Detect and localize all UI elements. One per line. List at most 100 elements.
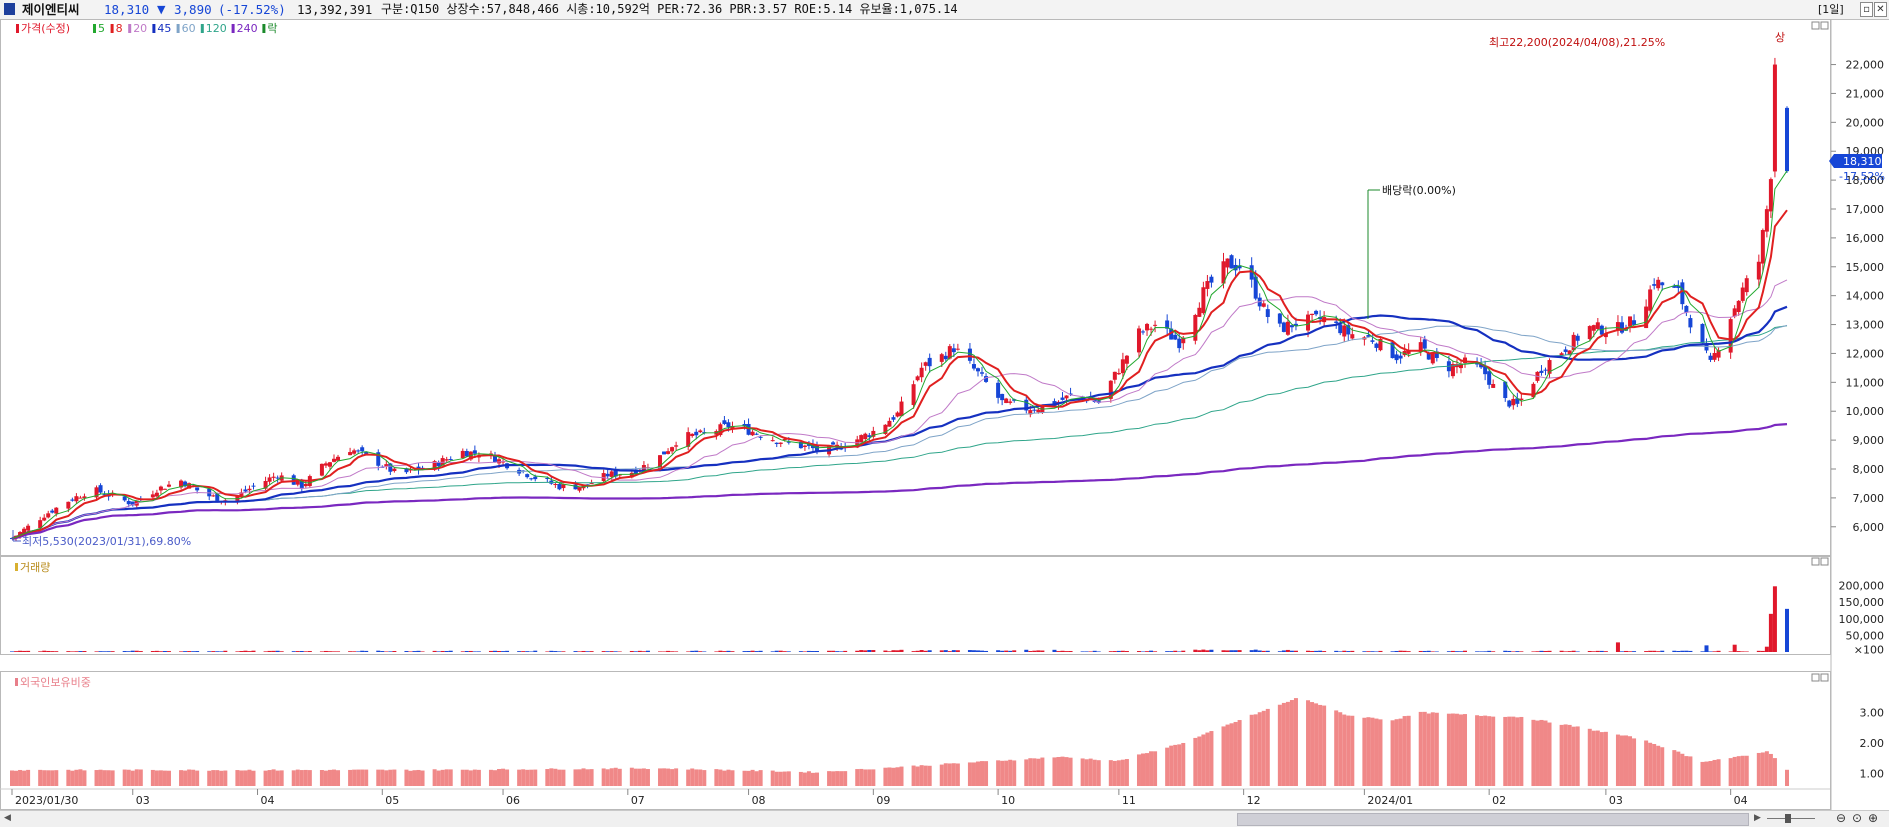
restore-icon[interactable]: ▫: [1860, 2, 1873, 17]
volume-bar: [521, 651, 525, 652]
candle-body: [155, 493, 159, 497]
volume-panel[interactable]: [1, 557, 1831, 655]
volume-bar: [1761, 651, 1765, 652]
foreign-ratio-bar: [18, 770, 22, 786]
foreign-ratio-bar: [698, 769, 702, 786]
legend-item: 45: [157, 22, 171, 35]
volume-bar: [1491, 651, 1495, 652]
foreign-ratio-bar: [686, 770, 690, 786]
foreign-ratio-bar: [1628, 736, 1632, 786]
candle-body: [1632, 320, 1636, 325]
candle-body: [1399, 356, 1403, 359]
foreign-ratio-bar: [891, 768, 895, 786]
foreign-ratio-bar: [590, 769, 594, 786]
candle-body: [1680, 282, 1684, 304]
volume-bar: [1733, 645, 1737, 652]
volume-bar: [1507, 651, 1511, 652]
volume-bar: [1729, 651, 1733, 652]
x-tick-label: 12: [1247, 794, 1261, 807]
chart-area[interactable]: 22,00021,00020,00019,00018,00017,00016,0…: [0, 19, 1889, 810]
zoom-reset-icon[interactable]: ⊙: [1852, 811, 1862, 825]
candle-body: [1539, 371, 1543, 373]
foreign-ratio-bar: [380, 770, 384, 786]
volume-bar: [1503, 651, 1507, 652]
high-annotation: 최고22,200(2024/04/08),21.25%: [1489, 36, 1665, 49]
volume-bar: [1085, 651, 1089, 652]
y-tick-label: 8,000: [1853, 463, 1885, 476]
y-tick-label: 6,000: [1853, 521, 1885, 534]
volume-bar: [304, 651, 308, 652]
volume-bar: [1741, 651, 1745, 652]
volume-bar: [1052, 650, 1056, 652]
scroll-thumb[interactable]: [1237, 813, 1749, 826]
volume-bar: [1125, 651, 1129, 652]
volume-bar: [686, 651, 690, 652]
candle-body: [356, 450, 360, 451]
zoom-out-icon[interactable]: ⊖: [1836, 811, 1846, 825]
zoom-in-icon[interactable]: ⊕: [1868, 811, 1878, 825]
volume-bar: [1431, 651, 1435, 652]
volume-bar: [308, 651, 312, 652]
volume-bar: [489, 651, 493, 652]
foreign-ratio-bar: [348, 770, 352, 786]
volume-bar: [1149, 651, 1153, 652]
volume-bar: [82, 651, 86, 652]
horizontal-scrollbar[interactable]: ◀ ▶ ⊖ ⊙ ⊕: [0, 810, 1889, 827]
foreign-ratio-bar: [827, 771, 831, 786]
foreign-ratio-bar: [1560, 725, 1564, 786]
foreign-ratio-bar: [1451, 714, 1455, 786]
volume-bar: [1205, 650, 1209, 652]
volume-bar: [392, 651, 396, 652]
scroll-left-icon[interactable]: ◀: [2, 813, 13, 824]
candle-body: [952, 348, 956, 352]
foreign-ratio-bar: [1032, 758, 1036, 786]
volume-bar: [127, 651, 131, 652]
foreign-ratio-bar: [1089, 759, 1093, 786]
candle-body: [1004, 399, 1008, 403]
volume-bar: [66, 651, 70, 652]
candle-body: [1511, 399, 1515, 405]
volume-bar: [1012, 650, 1016, 652]
legend-item: 120: [206, 22, 227, 35]
volume-bar: [320, 651, 324, 652]
volume-bar: [211, 651, 215, 652]
candle-body: [336, 457, 340, 461]
volume-bar: [1628, 651, 1632, 652]
volume-bar: [956, 650, 960, 652]
foreign-ratio-bar: [1085, 759, 1089, 786]
candle-body: [1286, 322, 1290, 335]
foreign-ratio-bar: [642, 768, 646, 786]
volume-bar: [722, 651, 726, 652]
foreign-ratio-bar: [107, 770, 111, 786]
foreign-ratio-bar: [1310, 702, 1314, 786]
foreign-ratio-bar: [787, 771, 791, 786]
price-panel[interactable]: [1, 20, 1831, 556]
foreign-ratio-bar: [1705, 762, 1709, 786]
foreign-ratio-bar: [726, 770, 730, 786]
foreign-ratio-bar: [1519, 717, 1523, 786]
volume-bar: [726, 651, 730, 652]
foreign-ratio-bar: [1314, 703, 1318, 786]
period-button[interactable]: [1일]: [1818, 2, 1844, 17]
volume-bar: [1238, 650, 1242, 652]
close-icon[interactable]: ✕: [1874, 2, 1887, 17]
volume-bar: [815, 651, 819, 652]
candle-body: [50, 511, 54, 513]
scroll-right-icon[interactable]: ▶: [1752, 813, 1763, 824]
zoom-slider[interactable]: [1767, 818, 1815, 819]
volume-bar: [1028, 651, 1032, 652]
stock-name[interactable]: 제이엔티씨: [22, 2, 80, 17]
volume-bar: [1165, 651, 1169, 652]
volume-bar: [1713, 651, 1717, 652]
candle-body: [1761, 230, 1765, 264]
candle-body: [473, 450, 477, 453]
zoom-slider-handle[interactable]: [1785, 814, 1791, 823]
foreign-ratio-bar: [976, 762, 980, 786]
volume-bar: [871, 650, 875, 652]
volume-bar: [1737, 651, 1741, 652]
volume-bar: [1604, 651, 1608, 652]
foreign-ratio-bar: [1065, 757, 1069, 786]
foreign-ratio-bar: [243, 770, 247, 786]
volume-bar: [42, 651, 46, 652]
foreign-ratio-bar: [1278, 705, 1282, 786]
